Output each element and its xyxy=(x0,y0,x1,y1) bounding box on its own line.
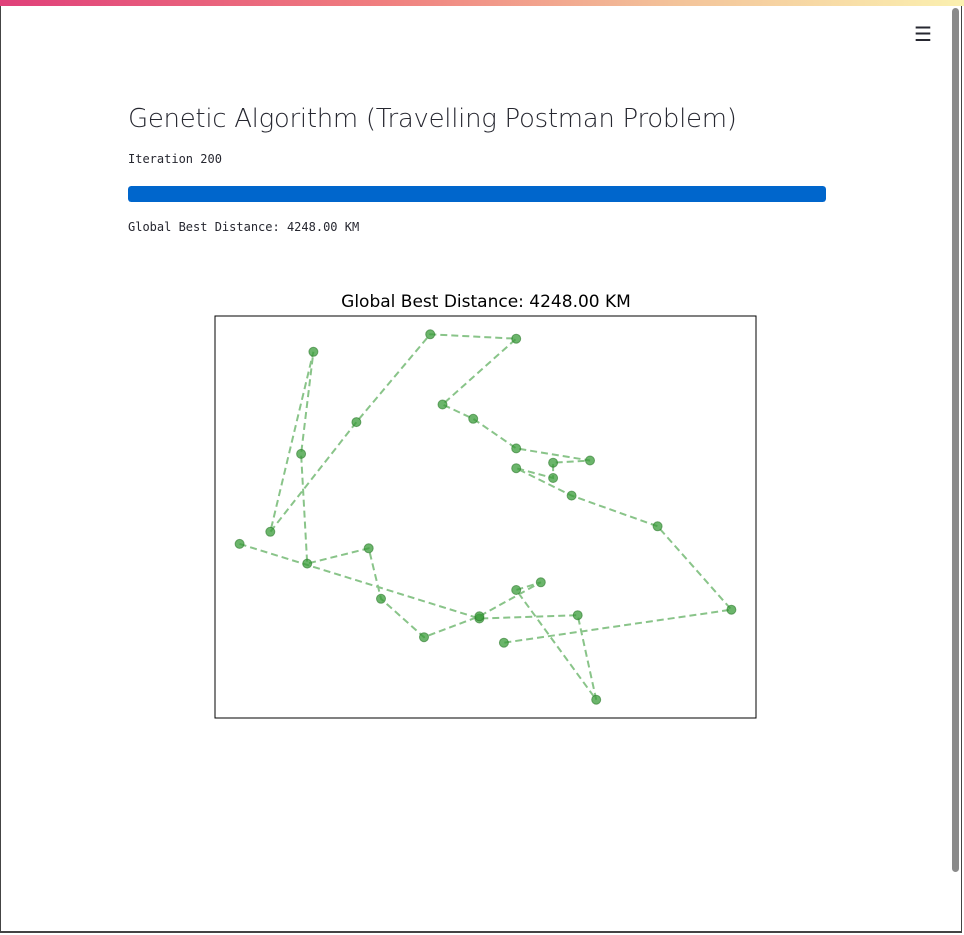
city-point-20 xyxy=(585,455,595,466)
city-point-14 xyxy=(351,417,362,428)
city-point-6 xyxy=(474,611,485,622)
progress-bar-fill xyxy=(128,186,826,202)
route-points xyxy=(234,329,737,705)
progress-bar xyxy=(128,186,826,202)
city-point-16 xyxy=(511,333,522,344)
best-distance-text: Global Best Distance: 4248.00 KM xyxy=(128,220,360,234)
city-point-15 xyxy=(425,329,436,340)
city-point-12 xyxy=(308,346,319,357)
city-point-21 xyxy=(548,457,559,468)
city-point-22 xyxy=(548,473,559,483)
chart-title: Global Best Distance: 4248.00 KM xyxy=(341,292,631,312)
city-point-17 xyxy=(437,399,448,410)
vertical-scrollbar[interactable] xyxy=(952,8,959,872)
city-point-27 xyxy=(498,637,509,648)
city-point-18 xyxy=(468,413,479,424)
city-point-10 xyxy=(302,558,313,569)
route-line xyxy=(239,333,734,701)
page-title: Genetic Algorithm (Travelling Postman Pr… xyxy=(128,104,737,134)
plot-area-frame xyxy=(214,315,757,719)
city-point-23 xyxy=(511,463,522,474)
city-point-25 xyxy=(652,521,663,532)
city-point-11 xyxy=(296,448,307,459)
route-chart: Global Best Distance: 4248.00 KM xyxy=(214,292,757,719)
city-point-3 xyxy=(591,694,602,705)
city-point-7 xyxy=(419,632,429,643)
city-point-9 xyxy=(363,543,374,554)
city-point-24 xyxy=(566,490,577,501)
city-point-13 xyxy=(265,526,276,537)
hamburger-menu-button[interactable]: ☰ xyxy=(910,22,936,46)
city-point-4 xyxy=(511,585,522,595)
iteration-text: Iteration 200 xyxy=(128,152,222,166)
city-point-19 xyxy=(511,443,522,454)
city-point-26 xyxy=(726,604,737,615)
city-point-0 xyxy=(234,538,245,549)
city-point-8 xyxy=(376,593,386,604)
hamburger-menu-icon: ☰ xyxy=(914,23,932,46)
top-decoration-bar xyxy=(0,0,964,6)
city-point-5 xyxy=(535,577,546,588)
city-point-2 xyxy=(572,610,583,621)
